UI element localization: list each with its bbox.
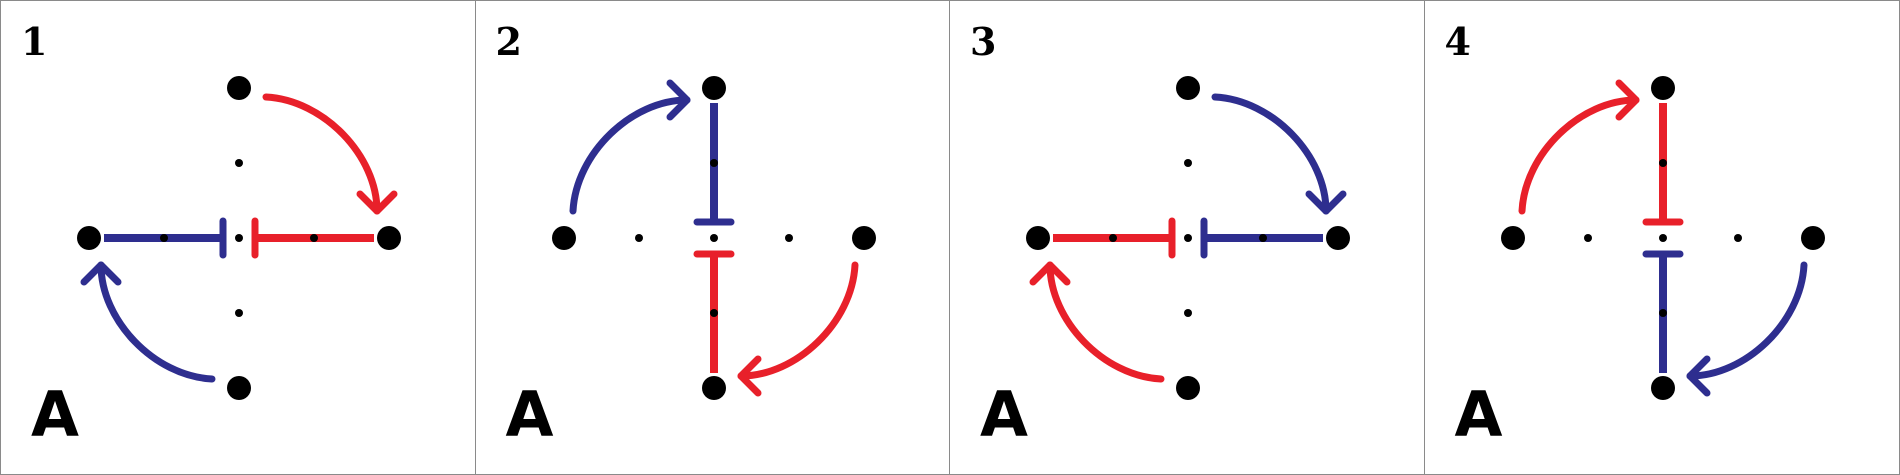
diagram-2 bbox=[551, 76, 876, 400]
small-dot bbox=[709, 159, 718, 167]
small-dot bbox=[634, 234, 643, 242]
small-dot bbox=[1109, 234, 1117, 242]
arrow-head-top-left bbox=[1615, 79, 1639, 121]
panel-3: 3 A bbox=[950, 1, 1425, 474]
small-dot bbox=[1658, 234, 1667, 242]
small-dot bbox=[1184, 309, 1192, 317]
arrow-curve-bottom-right bbox=[1686, 261, 1807, 380]
diagram-1 bbox=[77, 76, 401, 400]
node bbox=[1176, 76, 1200, 100]
node bbox=[701, 376, 726, 400]
arrow-curve-top-right bbox=[262, 93, 381, 215]
small-dot bbox=[1259, 234, 1267, 242]
arrow-head-top-right bbox=[356, 190, 398, 215]
panel-letter: A bbox=[980, 378, 1028, 451]
node bbox=[227, 76, 251, 100]
diagram-4 bbox=[1500, 76, 1825, 400]
small-dot bbox=[1733, 234, 1742, 242]
arrow-head-bottom-left bbox=[80, 261, 122, 286]
panel-letter: A bbox=[505, 378, 554, 451]
arrow-curve-bottom-left bbox=[97, 261, 216, 383]
small-dot bbox=[235, 309, 243, 317]
small-dot bbox=[709, 234, 718, 242]
panel-number: 3 bbox=[970, 19, 997, 64]
panel-letter: A bbox=[1454, 378, 1503, 451]
panel-number: 1 bbox=[21, 19, 48, 64]
arrow-head-bottom-right bbox=[1686, 355, 1710, 397]
small-dot bbox=[310, 234, 318, 242]
small-dot bbox=[1583, 234, 1592, 242]
small-dot bbox=[235, 234, 243, 242]
node bbox=[551, 226, 576, 250]
node bbox=[1800, 226, 1825, 250]
small-dot bbox=[784, 234, 793, 242]
node bbox=[1650, 376, 1675, 400]
arrow-curve-bottom-left bbox=[1046, 261, 1165, 383]
arrow-head-bottom-right bbox=[737, 355, 761, 397]
small-dot bbox=[235, 159, 243, 167]
arrow-head-bottom-left bbox=[1029, 261, 1071, 286]
small-dot bbox=[160, 234, 168, 242]
node bbox=[1176, 376, 1200, 400]
node bbox=[701, 76, 726, 100]
arrow-curve-top-left bbox=[569, 96, 690, 215]
node bbox=[1500, 226, 1525, 250]
node bbox=[377, 226, 401, 250]
node bbox=[1650, 76, 1675, 100]
panel-number: 4 bbox=[1444, 19, 1471, 64]
node bbox=[851, 226, 876, 250]
panel-2: 2 A bbox=[476, 1, 950, 474]
arrow-curve-bottom-right bbox=[737, 261, 858, 380]
small-dot bbox=[1184, 159, 1192, 167]
diagram-3 bbox=[1026, 76, 1350, 400]
small-dot bbox=[709, 309, 718, 317]
small-dot bbox=[1658, 159, 1667, 167]
small-dot bbox=[1658, 309, 1667, 317]
arrow-curve-top-left bbox=[1518, 96, 1639, 215]
arrow-head-top-right bbox=[1305, 190, 1347, 215]
node bbox=[77, 226, 101, 250]
small-dot bbox=[1184, 234, 1192, 242]
node bbox=[1326, 226, 1350, 250]
panel-1: 1 A bbox=[1, 1, 476, 474]
arrow-head-top-left bbox=[666, 79, 690, 121]
panel-number: 2 bbox=[495, 19, 522, 64]
panel-4: 4 A bbox=[1425, 1, 1900, 474]
arrow-curve-top-right bbox=[1211, 93, 1330, 215]
panel-letter: A bbox=[31, 378, 79, 451]
node bbox=[227, 376, 251, 400]
node bbox=[1026, 226, 1050, 250]
